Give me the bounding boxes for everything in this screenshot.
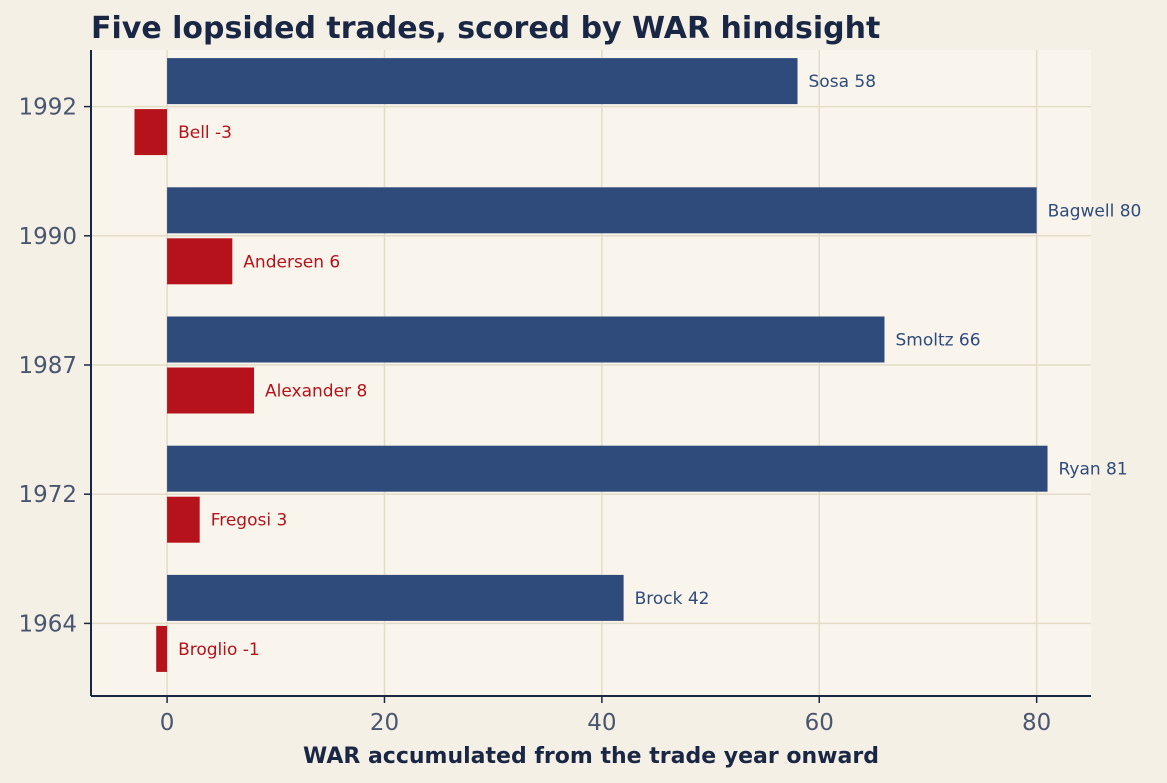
bar-value-label: Alexander 8 xyxy=(265,382,367,402)
y-tick-label: 1990 xyxy=(18,224,77,250)
axes: 0 20 40 60 80 1964 1972 1987 1990 1992 xyxy=(18,50,1091,736)
acquired-player-bar xyxy=(167,58,798,105)
bar-value-label: Smoltz 66 xyxy=(895,331,980,351)
chart-title: Five lopsided trades, scored by WAR hind… xyxy=(91,11,880,46)
traded-away-player-bar xyxy=(167,496,200,543)
acquired-player-bar xyxy=(167,187,1037,234)
bars xyxy=(134,58,1048,672)
x-tick-label: 0 xyxy=(160,710,175,736)
traded-away-player-bar xyxy=(167,367,255,414)
acquired-player-bar xyxy=(167,574,624,621)
bar-value-label: Fregosi 3 xyxy=(211,511,288,531)
y-tick-label: 1992 xyxy=(18,95,77,121)
x-axis-label: WAR accumulated from the trade year onwa… xyxy=(303,744,879,769)
grid-lines xyxy=(91,50,1091,696)
bar-value-label: Bagwell 80 xyxy=(1048,201,1142,221)
y-tick-label: 1972 xyxy=(18,482,77,508)
bar-value-label: Broglio -1 xyxy=(178,640,260,660)
x-tick-label: 20 xyxy=(370,710,399,736)
y-tick-label: 1987 xyxy=(18,353,77,379)
acquired-player-bar xyxy=(167,316,885,363)
bar-labels: Brock 42 Ryan 81 Smoltz 66 Bagwell 80 Sosa 5… xyxy=(178,72,1141,660)
bar-value-label: Ryan 81 xyxy=(1059,460,1128,480)
bar-value-label: Bell -3 xyxy=(178,123,232,143)
bar-value-label: Andersen 6 xyxy=(243,252,340,272)
x-tick-label: 40 xyxy=(587,710,616,736)
acquired-player-bar xyxy=(167,445,1048,492)
y-tick-label: 1964 xyxy=(18,611,77,637)
x-tick-label: 80 xyxy=(1022,710,1051,736)
traded-away-player-bar xyxy=(134,109,168,156)
traded-away-player-bar xyxy=(156,625,168,672)
bar-value-label: Brock 42 xyxy=(635,589,710,609)
x-tick-label: 60 xyxy=(805,710,834,736)
traded-away-player-bar xyxy=(167,238,233,285)
bar-value-label: Sosa 58 xyxy=(809,72,877,92)
